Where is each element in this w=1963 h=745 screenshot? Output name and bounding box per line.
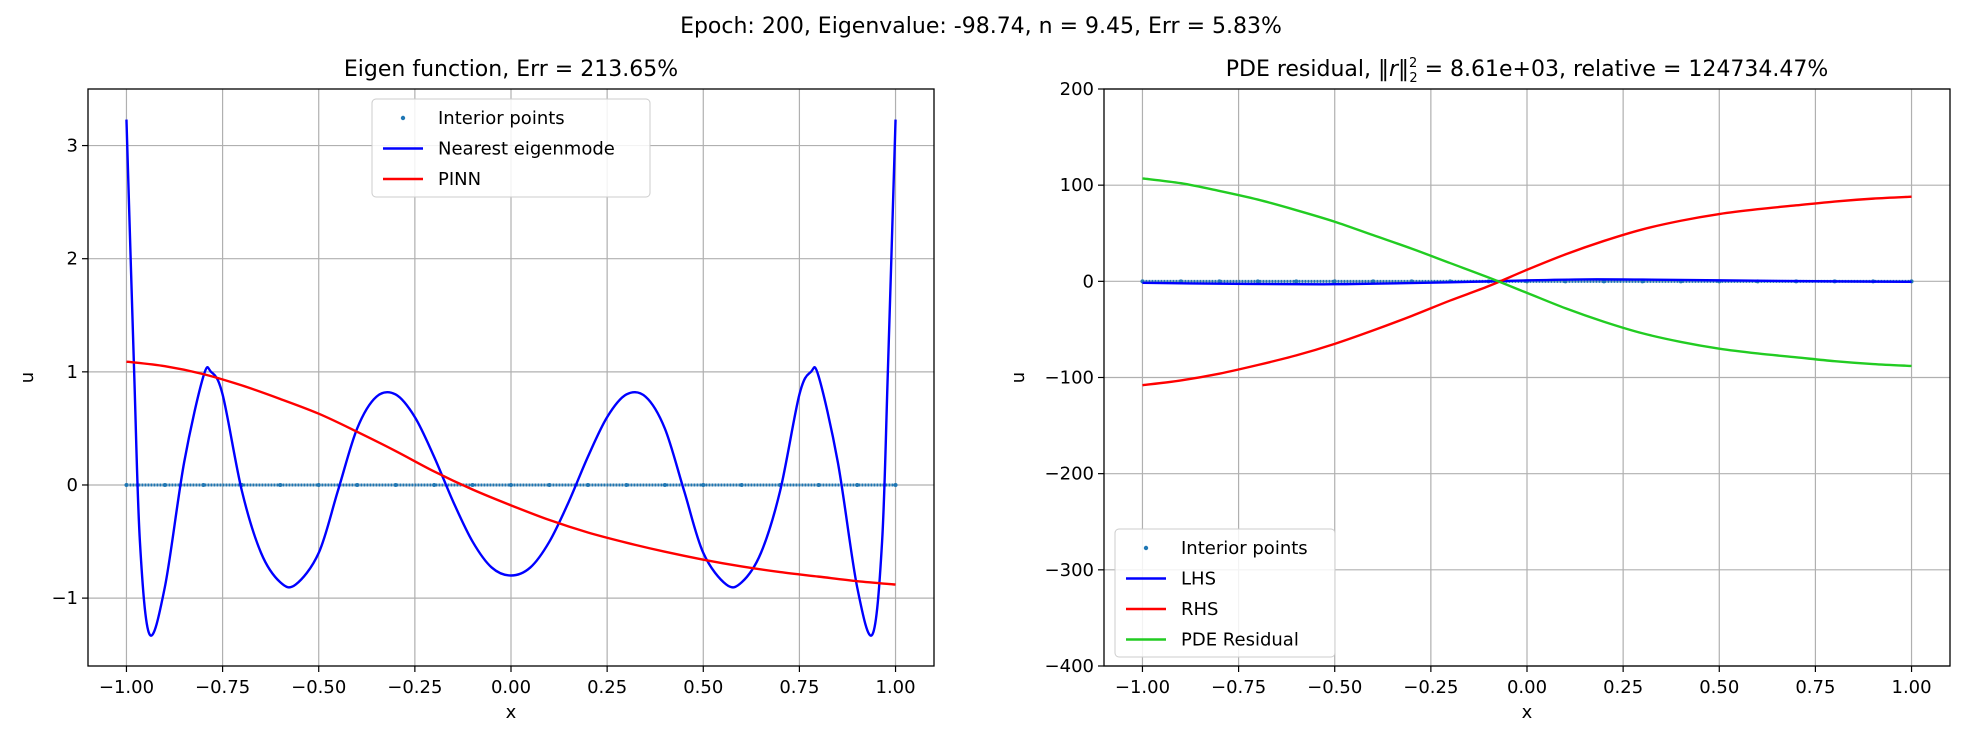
- interior-point: [816, 482, 821, 487]
- y-tick-label: −300: [1045, 560, 1094, 581]
- interior-point: [1332, 279, 1337, 284]
- x-tick-label: 0.50: [1699, 677, 1739, 698]
- title-prefix: PDE residual,: [1226, 57, 1378, 82]
- legend-label-rhs: RHS: [1181, 599, 1218, 620]
- x-tick-label: −0.50: [1307, 677, 1362, 698]
- legend-label-interior-points: Interior points: [438, 108, 565, 129]
- interior-point: [739, 482, 744, 487]
- interior-point: [201, 482, 206, 487]
- x-tick-label: −0.75: [1211, 677, 1266, 698]
- y-ticks: −400 −300 −200 −100 0 100 200: [1045, 79, 1104, 677]
- y-tick-label: 100: [1060, 175, 1094, 196]
- series-line-rhs: [1142, 195, 1912, 387]
- interior-point: [1371, 279, 1376, 284]
- interior-point: [855, 482, 860, 487]
- y-tick-label: 200: [1060, 79, 1094, 100]
- chart-title: Eigen function, Err = 213.65%: [344, 57, 678, 82]
- title-suffix: = 8.61e+03, relative = 124734.47%: [1418, 57, 1829, 82]
- y-ticks: −1 0 1 2 3: [51, 136, 88, 609]
- interior-point: [585, 482, 590, 487]
- x-tick-label: 1.00: [1892, 677, 1932, 698]
- interior-point: [701, 482, 706, 487]
- title-sub: 2: [1409, 71, 1417, 86]
- legend-label-nearest-eigenmode: Nearest eigenmode: [438, 139, 615, 160]
- legend-box: [1114, 528, 1336, 658]
- x-axis-label: x: [506, 702, 517, 723]
- interior-point: [432, 482, 437, 487]
- title-sup: 2: [1409, 56, 1417, 71]
- series-line-pde-residual: [1142, 177, 1912, 368]
- x-axis-label: x: [1522, 702, 1533, 723]
- x-tick-label: 0.75: [779, 677, 819, 698]
- interior-point: [509, 482, 513, 487]
- x-tick-label: 1.00: [876, 677, 916, 698]
- interior-point: [355, 482, 360, 487]
- series-line-pinn: [126, 360, 896, 586]
- legend-label-lhs: LHS: [1181, 569, 1216, 590]
- x-tick-label: 0.00: [491, 677, 531, 698]
- x-tick-label: 0.50: [683, 677, 723, 698]
- y-tick-label: −1: [51, 588, 78, 609]
- interior-point: [547, 482, 552, 487]
- y-tick-label: 3: [67, 136, 78, 157]
- interior-point: [1255, 279, 1260, 284]
- interior-point: [393, 482, 398, 487]
- x-tick-label: −0.25: [1403, 677, 1458, 698]
- chart-eigen-function: Eigen function, Err = 213.65% −1.00 −0.75…: [17, 57, 935, 723]
- y-tick-label: 1: [67, 362, 78, 383]
- y-tick-label: −400: [1045, 656, 1094, 677]
- legend: Interior points Nearest eigenmode PINN: [371, 98, 651, 198]
- interior-point: [162, 482, 167, 487]
- x-ticks: −1.00 −0.75 −0.50 −0.25 0.00 0.25 0.50 0.75 1.00: [99, 666, 916, 698]
- interior-point: [278, 482, 283, 487]
- x-tick-label: 0.00: [1507, 677, 1547, 698]
- interior-point: [316, 482, 321, 487]
- legend-label-pinn: PINN: [438, 169, 481, 190]
- y-axis-label: u: [17, 372, 38, 383]
- interior-point: [662, 482, 667, 487]
- title-norm: ‖r‖: [1378, 57, 1409, 82]
- legend-marker-interior-points: [400, 115, 406, 121]
- y-tick-label: 0: [1083, 271, 1094, 292]
- interior-point: [124, 482, 129, 487]
- legend-label-interior-points: Interior points: [1181, 538, 1308, 559]
- interior-point: [893, 482, 898, 487]
- y-tick-label: −200: [1045, 464, 1094, 485]
- y-tick-label: 2: [67, 249, 78, 270]
- legend-label-pde-residual: PDE Residual: [1181, 630, 1299, 651]
- x-tick-label: 0.75: [1795, 677, 1835, 698]
- chart-pde-residual: PDE residual, ‖r‖2 2 = 8.61e+03, relative…: [1008, 56, 1951, 723]
- x-tick-label: −0.50: [291, 677, 346, 698]
- y-tick-label: 0: [67, 475, 78, 496]
- figure-suptitle: Epoch: 200, Eigenvalue: -98.74, n = 9.45…: [680, 14, 1282, 39]
- interior-point: [1294, 279, 1299, 284]
- interior-point: [1217, 279, 1222, 284]
- legend: Interior points LHS RHS PDE Residual: [1114, 528, 1336, 658]
- y-tick-label: −100: [1045, 368, 1094, 389]
- plot-area: [124, 119, 898, 637]
- x-tick-label: 0.25: [1603, 677, 1643, 698]
- x-ticks: −1.00 −0.75 −0.50 −0.25 0.00 0.25 0.50 0.75 1.00: [1115, 666, 1932, 698]
- x-tick-label: 0.25: [587, 677, 627, 698]
- plot-area: [1140, 177, 1914, 387]
- x-tick-label: −1.00: [99, 677, 154, 698]
- legend-marker-interior-points: [1143, 545, 1149, 551]
- x-tick-label: −0.75: [195, 677, 250, 698]
- chart-title: PDE residual, ‖r‖2 2 = 8.61e+03, relative…: [1226, 56, 1829, 86]
- x-tick-label: −0.25: [387, 677, 442, 698]
- interior-point: [470, 482, 475, 487]
- interior-point: [624, 482, 629, 487]
- x-tick-label: −1.00: [1115, 677, 1170, 698]
- series-line-nearest-eigenmode: [125, 119, 897, 637]
- y-axis-label: u: [1008, 372, 1029, 383]
- legend-box: [371, 98, 651, 198]
